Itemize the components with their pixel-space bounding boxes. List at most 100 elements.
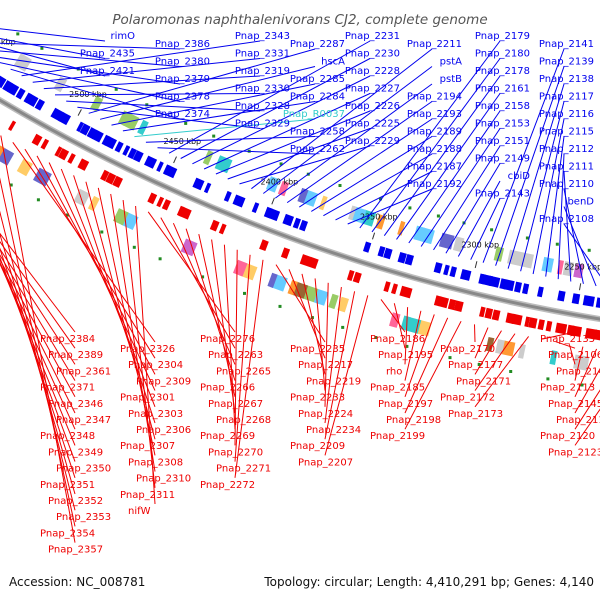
- gene-label-forward: Pnap_2229: [345, 136, 400, 147]
- marker-dot: [36, 198, 40, 202]
- gene-feature: [447, 298, 457, 311]
- gene-feature: [499, 278, 508, 290]
- gene-feature: [505, 312, 516, 324]
- leader-line-forward: [157, 147, 316, 155]
- gene-label-reverse: Pnap_2135: [540, 334, 595, 345]
- leader-line-reverse: [223, 244, 236, 430]
- cog-feature: [507, 249, 524, 267]
- leader-line-reverse: [404, 314, 435, 397]
- gene-feature: [299, 219, 308, 232]
- leader-line-reverse: [404, 310, 422, 381]
- gene-label-reverse: Pnap_2357: [48, 545, 103, 556]
- gene-feature: [31, 133, 43, 146]
- gene-feature: [528, 317, 538, 329]
- gene-feature: [147, 192, 158, 205]
- ring-decorations: [0, 32, 600, 387]
- leader-line-forward: [168, 40, 371, 154]
- gene-label-forward: Pnap_2258: [290, 127, 345, 138]
- cog-feature: [400, 315, 411, 331]
- gene-feature: [479, 306, 486, 318]
- leader-line-reverse: [474, 327, 489, 359]
- gene-label-reverse: Pnap_2144: [556, 366, 600, 377]
- leader-line-forward: [122, 101, 316, 132]
- gene-feature: [232, 194, 246, 208]
- gene-feature: [346, 269, 355, 281]
- gene-label-forward: cbiD: [508, 171, 531, 182]
- gene-label-forward: Pnap_2139: [539, 57, 594, 68]
- leader-line-reverse: [324, 282, 329, 407]
- leader-line-reverse: [234, 254, 251, 462]
- gene-feature: [54, 146, 63, 157]
- leader-line-reverse: [60, 168, 156, 407]
- gene-feature: [383, 247, 393, 260]
- gene-feature: [397, 252, 407, 264]
- gene-feature: [460, 269, 472, 281]
- gene-feature: [433, 262, 443, 274]
- cog-feature: [495, 339, 505, 355]
- gene-label-reverse: Pnap_2346: [48, 399, 103, 410]
- marker-dot: [405, 344, 409, 348]
- leader-line-forward: [445, 163, 501, 254]
- gene-label-forward: Pnap_2143: [475, 189, 530, 200]
- gene-feature: [7, 83, 20, 96]
- leader-line-forward: [43, 75, 261, 90]
- cog-feature: [493, 246, 505, 262]
- leader-line-reverse: [301, 273, 326, 375]
- gene-feature: [582, 295, 595, 307]
- leader-line-reverse: [48, 162, 156, 391]
- leader-line-reverse: [474, 330, 502, 375]
- gene-label-reverse: Pnap_2270: [208, 447, 263, 458]
- gene-label-reverse: Pnap_2361: [56, 366, 111, 377]
- leader-line-forward: [433, 145, 501, 251]
- gene-label-reverse: Pnap_2265: [216, 366, 271, 377]
- leader-line-reverse: [234, 249, 238, 446]
- marker-dot: [509, 370, 513, 373]
- leader-line-forward: [347, 188, 433, 225]
- leader-line-forward: [192, 75, 371, 165]
- gene-feature: [223, 190, 232, 202]
- gene-feature: [478, 273, 486, 285]
- gene-feature: [176, 205, 185, 217]
- genome-backbone: [0, 98, 600, 321]
- gene-label-forward: Pnap_2110: [539, 179, 594, 190]
- marker-dot: [279, 162, 283, 166]
- gene-label-forward: Pnap_2285: [290, 74, 345, 85]
- gene-feature: [433, 295, 442, 307]
- gene-label-forward: Pnap_2179: [475, 31, 530, 42]
- forward-strand-track: [0, 75, 600, 308]
- gene-label-forward: Pnap_2435: [80, 49, 135, 60]
- inner-marker-dots: [9, 183, 584, 387]
- marker-dot: [436, 214, 440, 218]
- gene-label-reverse: Pnap_2268: [216, 415, 271, 426]
- marker-dot: [580, 383, 584, 387]
- gene-label-forward: benD: [567, 197, 594, 208]
- gene-label-reverse: Pnap_2114: [556, 415, 600, 426]
- gene-label-forward: Pnap_2226: [345, 101, 400, 112]
- gene-feature: [50, 107, 65, 122]
- marker-dot: [212, 134, 216, 138]
- leader-line-reverse: [0, 210, 76, 511]
- leader-line-reverse: [541, 331, 576, 340]
- leader-line-forward: [275, 83, 433, 199]
- leader-line-reverse: [324, 291, 356, 440]
- gene-label-forward: Pnap_2178: [475, 66, 530, 77]
- leader-line-reverse: [404, 317, 449, 414]
- gene-feature: [2, 80, 13, 92]
- gene-feature: [571, 293, 581, 305]
- leader-line-reverse: [160, 217, 236, 349]
- leader-line-forward: [134, 118, 316, 138]
- leader-line-reverse: [172, 223, 236, 365]
- gene-feature: [514, 281, 522, 293]
- leader-line-forward: [239, 145, 371, 185]
- gene-label-reverse: Pnap_2207: [298, 457, 353, 468]
- gene-feature: [524, 316, 531, 328]
- cog-feature: [549, 350, 558, 365]
- leader-line-forward: [0, 28, 106, 42]
- gene-label-reverse: Pnap_2349: [48, 447, 103, 458]
- leader-line-forward: [203, 93, 371, 170]
- leader-line-forward: [227, 128, 371, 180]
- gene-feature: [67, 153, 76, 164]
- gene-label-forward: pstA: [440, 57, 462, 68]
- leader-line-reverse: [324, 287, 342, 424]
- leader-line-forward: [311, 136, 433, 212]
